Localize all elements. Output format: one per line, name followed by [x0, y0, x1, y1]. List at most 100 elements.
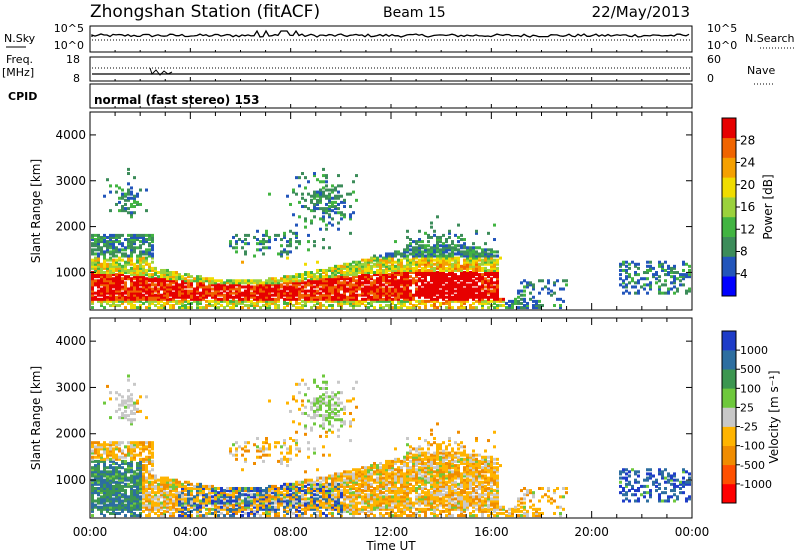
power-cell	[247, 306, 250, 310]
power-cell	[397, 289, 400, 293]
power-cell	[163, 293, 166, 297]
power-cell	[154, 279, 157, 283]
velocity-cell	[298, 449, 301, 453]
power-cell	[499, 256, 502, 260]
power-cell	[406, 271, 409, 275]
power-cell	[481, 293, 484, 297]
power-cell	[448, 293, 451, 297]
velocity-cell	[118, 443, 121, 447]
power-cell	[628, 275, 631, 279]
power-cell	[451, 306, 454, 310]
power-cell	[484, 266, 487, 270]
power-cell	[286, 277, 289, 281]
velocity-cell	[280, 497, 283, 501]
power-cell	[268, 240, 271, 244]
power-cell	[328, 196, 331, 200]
power-cell	[472, 287, 475, 291]
power-cell	[310, 283, 313, 287]
velocity-cell	[250, 509, 253, 513]
power-cell	[412, 306, 415, 310]
power-cell	[442, 248, 445, 252]
velocity-cell	[109, 441, 112, 445]
velocity-cell	[169, 514, 172, 518]
power-cell	[91, 238, 94, 242]
velocity-cell	[121, 411, 124, 415]
velocity-cell	[286, 493, 289, 497]
velocity-cell	[289, 493, 292, 497]
power-cell	[112, 279, 115, 283]
power-cell	[457, 268, 460, 272]
power-cell	[304, 285, 307, 289]
power-cell	[112, 304, 115, 308]
power-cell	[484, 248, 487, 252]
velocity-cell	[295, 509, 298, 513]
velocity-cell	[130, 411, 133, 415]
power-cell	[400, 258, 403, 262]
velocity-cell	[298, 514, 301, 518]
velocity-cell	[334, 493, 337, 497]
power-cell	[268, 289, 271, 293]
power-cell	[160, 283, 163, 287]
power-cell	[478, 246, 481, 250]
power-cell	[100, 235, 103, 239]
velocity-cell	[184, 489, 187, 493]
power-cell	[403, 264, 406, 268]
velocity-cell	[106, 455, 109, 459]
power-cell	[130, 299, 133, 303]
velocity-cell	[145, 514, 148, 518]
velocity-cell	[91, 501, 94, 505]
power-cell	[460, 254, 463, 258]
velocity-cell	[244, 493, 247, 497]
velocity-cell	[154, 478, 157, 482]
power-cell	[145, 260, 148, 264]
power-cell	[373, 258, 376, 262]
velocity-cell	[325, 382, 328, 386]
power-cell	[148, 289, 151, 293]
velocity-cell	[310, 407, 313, 411]
power-cell	[193, 289, 196, 293]
power-cell	[457, 289, 460, 293]
power-cell	[442, 252, 445, 256]
velocity-cell	[289, 486, 292, 490]
power-cell	[466, 285, 469, 289]
velocity-cell	[208, 491, 211, 495]
power-cell	[112, 299, 115, 303]
power-cell	[478, 262, 481, 266]
velocity-cell	[289, 447, 292, 451]
velocity-cell	[268, 514, 271, 518]
power-cell	[439, 279, 442, 283]
power-cell	[112, 293, 115, 297]
power-cell	[124, 264, 127, 268]
power-cell	[340, 283, 343, 287]
velocity-cell	[214, 497, 217, 501]
power-cell	[652, 273, 655, 277]
velocity-cell	[130, 403, 133, 407]
power-cell	[520, 306, 523, 310]
velocity-cell	[94, 472, 97, 476]
power-cell	[283, 291, 286, 295]
power-cell	[226, 281, 229, 285]
power-cell	[337, 295, 340, 299]
power-cell	[559, 306, 562, 310]
power-cell	[112, 301, 115, 305]
velocity-cell	[121, 495, 124, 499]
power-cell	[460, 301, 463, 305]
velocity-cell	[97, 441, 100, 445]
velocity-cell	[298, 501, 301, 505]
power-cell	[436, 273, 439, 277]
power-cell	[127, 198, 130, 202]
power-cell	[211, 293, 214, 297]
power-cell	[424, 306, 427, 310]
power-cell	[466, 254, 469, 258]
power-cell	[340, 275, 343, 279]
power-cell	[313, 240, 316, 244]
power-cell	[397, 295, 400, 299]
power-cell	[439, 277, 442, 281]
power-cell	[334, 264, 337, 268]
power-cell	[352, 180, 355, 184]
power-cell	[226, 293, 229, 297]
velocity-cell	[337, 409, 340, 413]
power-cell	[121, 291, 124, 295]
power-cell	[424, 287, 427, 291]
velocity-cell	[190, 491, 193, 495]
